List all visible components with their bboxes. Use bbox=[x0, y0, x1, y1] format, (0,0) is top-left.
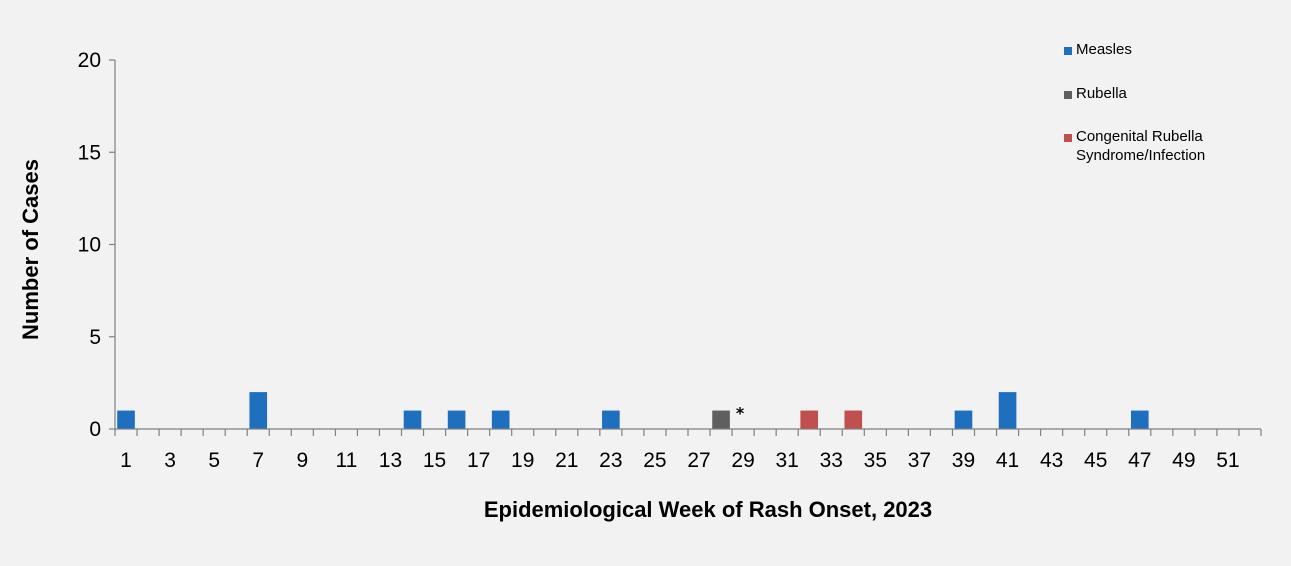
x-tick-label: 11 bbox=[335, 449, 357, 472]
bar-measles bbox=[117, 410, 135, 429]
x-tick-label: 31 bbox=[775, 449, 798, 472]
bar-rubella bbox=[712, 410, 730, 429]
x-tick-label: 39 bbox=[952, 449, 975, 472]
bar-congenital-rubella-syndrome-infection bbox=[800, 410, 819, 429]
bar-measles bbox=[403, 410, 422, 429]
x-tick-label: 27 bbox=[687, 449, 710, 472]
x-tick-label: 23 bbox=[599, 449, 622, 472]
y-tick-label: 5 bbox=[89, 326, 101, 349]
bar-measles bbox=[998, 392, 1017, 429]
x-tick-label: 51 bbox=[1216, 449, 1239, 472]
x-tick-label: 37 bbox=[908, 449, 931, 472]
legend-swatch bbox=[1064, 134, 1072, 142]
bar-measles bbox=[954, 410, 973, 429]
x-tick-label: 15 bbox=[423, 449, 446, 472]
x-tick-label: 9 bbox=[296, 449, 308, 472]
legend-label: Syndrome/Infection bbox=[1076, 147, 1205, 164]
bar-measles bbox=[249, 392, 268, 429]
x-tick-label: 5 bbox=[208, 449, 220, 472]
x-axis-ticks: 1 3 5 7 9 11 13 15 17 19 21 23 25 27 29 31 33 35 37 39 41 43 4… bbox=[114, 429, 1262, 472]
x-axis-title: Epidemiological Week of Rash Onset, 2023 bbox=[484, 497, 932, 522]
x-tick-label: 25 bbox=[643, 449, 666, 472]
bars bbox=[117, 392, 1149, 429]
bar-measles bbox=[602, 410, 620, 429]
annotation-marker: * bbox=[736, 404, 745, 423]
bar-measles bbox=[447, 410, 466, 429]
x-tick-label: 41 bbox=[996, 449, 1019, 472]
y-axis-title: Number of Cases bbox=[18, 159, 43, 340]
x-tick-label: 19 bbox=[511, 449, 534, 472]
x-tick-label: 1 bbox=[120, 449, 132, 472]
x-tick-label: 47 bbox=[1128, 449, 1151, 472]
legend-label: Measles bbox=[1076, 41, 1132, 58]
x-tick-label: 35 bbox=[864, 449, 887, 472]
x-tick-label: 21 bbox=[555, 449, 578, 472]
x-tick-label: 17 bbox=[467, 449, 490, 472]
legend-swatch bbox=[1064, 47, 1072, 55]
y-tick-label: 0 bbox=[89, 418, 101, 441]
bar-measles bbox=[491, 410, 510, 429]
annotations: * bbox=[736, 404, 745, 423]
x-tick-label: 7 bbox=[252, 449, 264, 472]
x-tick-label: 33 bbox=[820, 449, 843, 472]
x-tick-label: 45 bbox=[1084, 449, 1107, 472]
y-axis-ticks: 0 5 10 15 20 bbox=[78, 49, 115, 441]
legend-swatch bbox=[1064, 91, 1072, 99]
x-tick-label: 29 bbox=[731, 449, 754, 472]
legend: Measles Rubella Congenital Rubella Syndrome… bbox=[1064, 41, 1205, 164]
y-tick-label: 20 bbox=[78, 49, 101, 72]
x-tick-label: 13 bbox=[379, 449, 402, 472]
x-tick-label: 49 bbox=[1172, 449, 1195, 472]
y-tick-label: 10 bbox=[78, 234, 101, 257]
legend-label: Congenital Rubella bbox=[1076, 128, 1203, 145]
bar-congenital-rubella-syndrome-infection bbox=[844, 410, 863, 429]
bar-measles bbox=[1130, 410, 1149, 429]
x-tick-label: 3 bbox=[164, 449, 176, 472]
x-tick-label: 43 bbox=[1040, 449, 1063, 472]
y-tick-label: 15 bbox=[78, 141, 101, 164]
legend-label: Rubella bbox=[1076, 85, 1128, 102]
